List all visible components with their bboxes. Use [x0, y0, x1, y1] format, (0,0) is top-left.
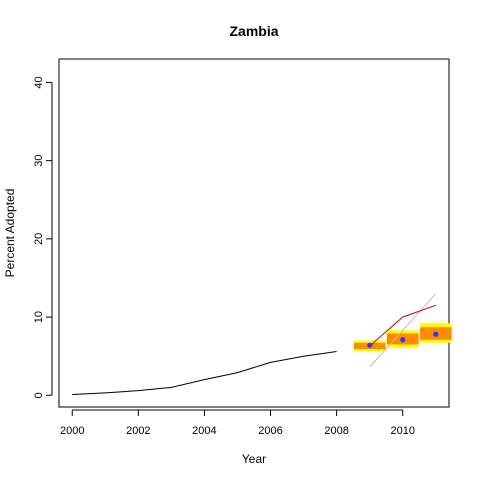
y-tick-label: 20	[33, 233, 45, 245]
chart-title: Zambia	[229, 23, 278, 39]
series-layer	[72, 293, 452, 395]
x-tick-label: 2004	[192, 425, 216, 437]
forecast-point	[433, 331, 439, 337]
x-axis: 2000 2002 2004 2006 2008 2010	[60, 409, 415, 437]
x-axis-label: Year	[242, 452, 266, 466]
historical-line	[72, 351, 337, 395]
x-tick-label: 2010	[390, 425, 414, 437]
forecast-point	[400, 337, 406, 343]
y-axis-label: Percent Adopted	[3, 189, 17, 278]
y-tick-label: 10	[33, 311, 45, 323]
y-tick-label: 30	[33, 155, 45, 167]
x-tick-label: 2008	[324, 425, 348, 437]
y-tick-label: 0	[33, 392, 45, 398]
y-axis: 0 10 20 30 40	[33, 76, 53, 398]
x-tick-label: 2006	[258, 425, 282, 437]
x-tick-label: 2000	[60, 425, 84, 437]
linear-trend-line	[369, 293, 437, 368]
forecast-point	[367, 342, 373, 348]
x-tick-label: 2002	[126, 425, 150, 437]
plot-frame	[58, 58, 450, 408]
y-tick-label: 40	[33, 76, 45, 88]
upper-trend-line	[369, 304, 436, 347]
